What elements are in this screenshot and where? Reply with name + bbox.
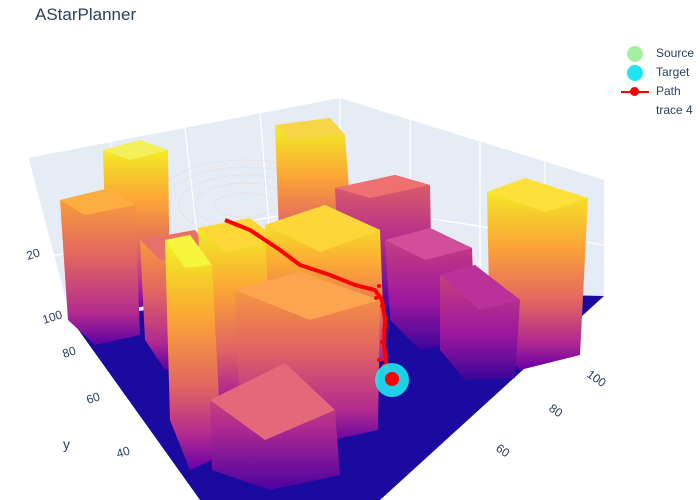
legend-item-path[interactable]: Path — [620, 82, 700, 101]
legend-label: trace 4 — [656, 103, 693, 117]
x-tick-60: 60 — [493, 441, 512, 460]
y-tick-60: 60 — [85, 389, 102, 407]
y-axis-title: y — [63, 436, 70, 452]
legend-item-trace4[interactable]: trace 4 — [620, 101, 700, 120]
legend-label: Target — [656, 65, 690, 79]
legend-item-target[interactable]: Target — [620, 63, 700, 82]
x-tick-80: 80 — [546, 401, 565, 420]
path-legend-icon — [620, 82, 650, 101]
y-tick-100: 100 — [41, 307, 65, 327]
legend-item-source[interactable]: Source — [620, 44, 700, 63]
chart-title: AStarPlanner — [35, 5, 137, 24]
legend: Source Target Path trace 4 — [620, 44, 700, 120]
source-legend-icon — [620, 44, 650, 63]
y-tick-80: 80 — [61, 343, 78, 361]
target-marker[interactable] — [375, 363, 409, 397]
obstacle-blocks — [60, 118, 588, 490]
x-tick-100: 100 — [584, 367, 609, 390]
y-tick-40: 40 — [115, 443, 132, 461]
target-legend-icon — [620, 63, 650, 82]
z-tick-20: 20 — [25, 245, 42, 263]
trace4-legend-icon — [620, 101, 650, 120]
legend-label: Path — [656, 84, 681, 98]
legend-label: Source — [656, 46, 695, 60]
